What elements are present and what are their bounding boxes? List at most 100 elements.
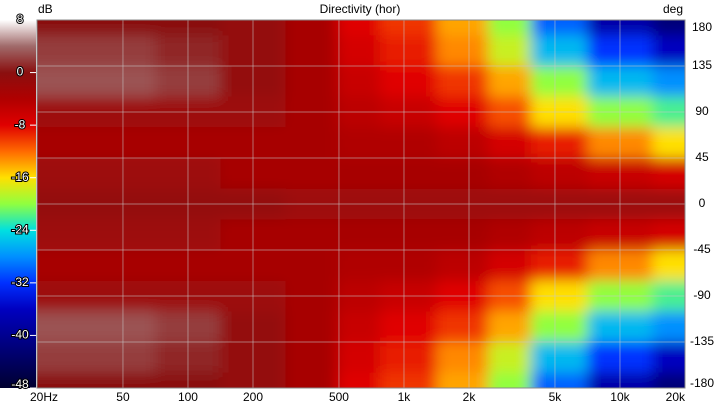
heatmap-cell bbox=[337, 66, 381, 98]
heatmap-cell bbox=[79, 342, 156, 374]
heatmap-cell bbox=[79, 311, 156, 343]
heatmap-cell bbox=[436, 127, 489, 159]
heatmap-cell bbox=[285, 158, 338, 190]
heatmap-cell bbox=[530, 250, 588, 282]
heatmap-cell bbox=[380, 311, 437, 343]
y-tick-label: -180 bbox=[690, 376, 714, 390]
x-tick-label: 1k bbox=[398, 390, 412, 404]
heatmap-cell bbox=[436, 311, 489, 343]
heatmap-cell bbox=[79, 20, 156, 36]
heatmap-cell bbox=[285, 66, 338, 98]
heatmap-cell bbox=[337, 158, 381, 190]
heatmap-cell bbox=[652, 66, 685, 98]
y-tick-label: -45 bbox=[693, 242, 711, 256]
heatmap-cell bbox=[380, 158, 437, 190]
heatmap-cell bbox=[488, 372, 532, 388]
heatmap-cell bbox=[380, 250, 437, 282]
heatmap-cell bbox=[380, 20, 437, 36]
heatmap-cell bbox=[337, 219, 381, 251]
y-axis-unit: deg bbox=[663, 2, 683, 16]
x-tick-label: 500 bbox=[329, 390, 349, 404]
heatmap-cell bbox=[488, 219, 532, 251]
heatmap-cell bbox=[488, 311, 532, 343]
heatmap-cell bbox=[380, 66, 437, 98]
heatmap-cell bbox=[79, 158, 156, 190]
heatmap-cell bbox=[79, 250, 156, 282]
y-tick-label: 90 bbox=[695, 104, 709, 118]
axes: 20Hz 50 100 200 500 1k 2k 5k 10k 20k 180 135 90 45 0 -4… bbox=[30, 20, 714, 404]
heatmap-cell bbox=[436, 342, 489, 374]
heatmap-cell bbox=[285, 342, 338, 374]
heatmap-cell bbox=[488, 250, 532, 282]
y-tick-label: 45 bbox=[695, 150, 709, 164]
chart-title: Directivity (hor) bbox=[320, 2, 401, 16]
heatmap-cell bbox=[530, 35, 588, 67]
heatmap-cell bbox=[436, 35, 489, 67]
heatmap-cell bbox=[37, 158, 81, 190]
heatmap bbox=[37, 20, 685, 388]
x-tick-label: 10k bbox=[610, 390, 630, 404]
x-tick-label: 5k bbox=[549, 390, 563, 404]
heatmap-cell bbox=[37, 20, 81, 36]
x-tick-label: 100 bbox=[178, 390, 198, 404]
y-tick-label: 0 bbox=[699, 196, 706, 210]
x-tick-label: 20Hz bbox=[30, 390, 58, 404]
heatmap-cell bbox=[337, 35, 381, 67]
colorbar-labels: 8 0 -8 -16 -24 -32 -40 -48 bbox=[10, 11, 36, 392]
heatmap-cell bbox=[530, 342, 588, 374]
y-tick-label: -135 bbox=[690, 334, 714, 348]
y-tick-label: 135 bbox=[692, 58, 712, 72]
heatmap-cell bbox=[436, 250, 489, 282]
heatmap-cell bbox=[652, 158, 685, 190]
heatmap-cell bbox=[37, 35, 81, 67]
heatmap-cell bbox=[337, 342, 381, 374]
heatmap-cell bbox=[79, 219, 156, 251]
heatmap-cell bbox=[530, 20, 588, 36]
heatmap-cell bbox=[79, 66, 156, 98]
heatmap-cell bbox=[380, 219, 437, 251]
heatmap-cell bbox=[488, 35, 532, 67]
colorbar-tick-label: 8 bbox=[17, 12, 24, 26]
heatmap-cell bbox=[37, 311, 81, 343]
x-tick-label: 50 bbox=[116, 390, 130, 404]
heatmap-cell bbox=[79, 127, 156, 159]
heatmap-cell bbox=[79, 372, 156, 388]
heatmap-cell bbox=[652, 250, 685, 282]
heatmap-cell bbox=[380, 342, 437, 374]
heatmap-cell bbox=[337, 250, 381, 282]
heatmap-cell bbox=[337, 20, 381, 36]
heatmap-cell bbox=[530, 66, 588, 98]
heatmap-cell bbox=[79, 35, 156, 67]
heatmap-cell bbox=[436, 66, 489, 98]
colorbar-tick-label: -8 bbox=[15, 117, 26, 131]
colorbar-tick-label: -32 bbox=[11, 275, 29, 289]
colorbar-tick-label: -40 bbox=[11, 328, 29, 342]
heatmap-cell bbox=[37, 127, 81, 159]
heatmap-cell bbox=[380, 127, 437, 159]
heatmap-cell bbox=[652, 35, 685, 67]
heatmap-cell bbox=[436, 372, 489, 388]
heatmap-cell bbox=[37, 219, 81, 251]
y-tick-label: -90 bbox=[693, 288, 711, 302]
heatmap-cell bbox=[488, 127, 532, 159]
heatmap-cell bbox=[530, 372, 588, 388]
colorbar-tick-label: 0 bbox=[17, 65, 24, 79]
heatmap-cell bbox=[436, 158, 489, 190]
heatmap-cell bbox=[488, 66, 532, 98]
heatmap-cell bbox=[652, 311, 685, 343]
heatmap-cell bbox=[285, 219, 338, 251]
heatmap-cell bbox=[380, 35, 437, 67]
heatmap-cell bbox=[285, 311, 338, 343]
heatmap-cell bbox=[652, 127, 685, 159]
y-tick-label: 180 bbox=[692, 20, 712, 34]
heatmap-cell bbox=[337, 127, 381, 159]
heatmap-cell bbox=[337, 372, 381, 388]
heatmap-cell bbox=[652, 342, 685, 374]
heatmap-cell bbox=[37, 66, 81, 98]
heatmap-cell bbox=[488, 158, 532, 190]
colorbar bbox=[0, 20, 36, 388]
colorbar-tick-label: -48 bbox=[11, 377, 29, 391]
plot-frame bbox=[36, 19, 686, 389]
heatmap-cell bbox=[285, 20, 338, 36]
